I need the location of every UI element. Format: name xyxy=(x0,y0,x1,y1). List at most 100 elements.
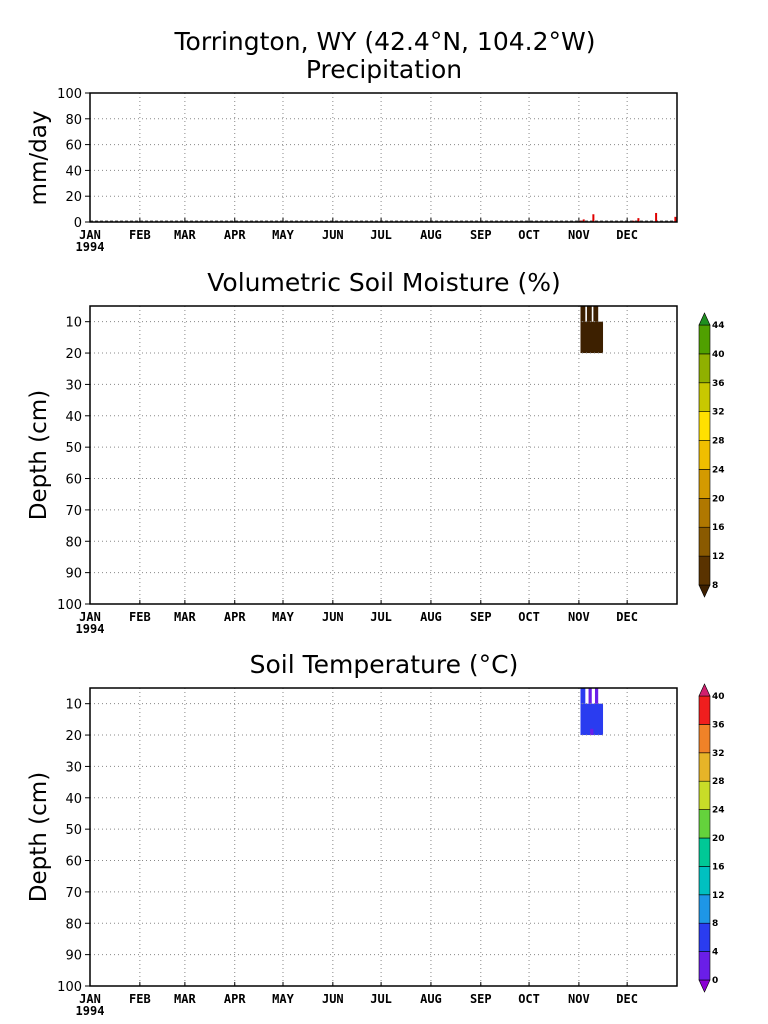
precip-ytick-label: 80 xyxy=(65,113,82,128)
precip-month-label: AUG xyxy=(420,228,442,242)
moisture-ytick-label: 20 xyxy=(65,347,82,362)
moisture-colorbar-label: 36 xyxy=(712,379,725,389)
temperature-ytick-label: 30 xyxy=(65,760,82,775)
moisture-frame xyxy=(89,305,678,605)
temperature-colorbar-label: 24 xyxy=(712,806,725,816)
temperature-colorbar-swatch xyxy=(698,951,711,981)
temperature-colorbar-arrow xyxy=(698,683,711,697)
moisture-ytick-label: 10 xyxy=(65,316,82,331)
moisture-ytick-label: 80 xyxy=(65,535,82,550)
moisture-month-label: OCT xyxy=(518,610,540,624)
precip-month-label: JUN xyxy=(322,228,344,242)
temperature-colorbar-swatch xyxy=(698,809,711,839)
precip-year-label: 1994 xyxy=(76,240,105,254)
moisture-month-label: SEP xyxy=(470,610,492,624)
precip-frame xyxy=(89,92,678,223)
temperature-colorbar-swatch xyxy=(698,837,711,867)
moisture-month-label: FEB xyxy=(129,610,151,624)
precip-panel: 0 20 40 60 80 100 JAN FEB MAR APR MAY JUN JUL AUG SEP O… xyxy=(57,87,678,254)
temperature-month-label: NOV xyxy=(568,992,590,1006)
precip-ytick-label: 40 xyxy=(65,164,82,179)
temperature-colorbar-swatch xyxy=(698,780,711,810)
precip-ylabel: mm/day xyxy=(26,111,52,206)
temperature-frame xyxy=(89,687,678,987)
moisture-month-label: NOV xyxy=(568,610,590,624)
precip-ytick-label: 20 xyxy=(65,190,82,205)
temperature-title: Soil Temperature (°C) xyxy=(250,650,519,679)
moisture-ytick-label: 60 xyxy=(65,473,82,488)
precip-month-label: JAN xyxy=(79,228,101,242)
temperature-colorbar-label: 12 xyxy=(712,891,725,901)
moisture-month-label: JAN xyxy=(79,610,101,624)
precip-month-label: NOV xyxy=(568,228,590,242)
temperature-month-label: APR xyxy=(224,992,246,1006)
moisture-cell xyxy=(593,306,599,322)
moisture-colorbar-swatch xyxy=(698,382,711,412)
moisture-colorbar-label: 8 xyxy=(712,581,718,591)
moisture-month-label: DEC xyxy=(616,610,638,624)
moisture-title: Volumetric Soil Moisture (%) xyxy=(207,268,561,297)
precip-bar xyxy=(655,212,658,222)
temperature-colorbar-label: 28 xyxy=(712,777,725,787)
moisture-cell xyxy=(580,306,586,322)
temperature-ytick-label: 100 xyxy=(57,980,82,995)
moisture-colorbar-label: 28 xyxy=(712,437,725,447)
precip-bar xyxy=(637,218,640,222)
temperature-colorbar-label: 32 xyxy=(712,749,725,759)
temperature-ytick-label: 20 xyxy=(65,729,82,744)
precip-month-label: SEP xyxy=(470,228,492,242)
temperature-cell xyxy=(594,688,599,704)
temperature-month-label: SEP xyxy=(470,992,492,1006)
moisture-month-label: JUL xyxy=(370,610,392,624)
temperature-year-label: 1994 xyxy=(76,1004,105,1018)
moisture-ytick-label: 70 xyxy=(65,504,82,519)
temperature-month-label: AUG xyxy=(420,992,442,1006)
precip-bar xyxy=(592,214,595,222)
temperature-ytick-label: 60 xyxy=(65,855,82,870)
moisture-ytick-label: 50 xyxy=(65,441,82,456)
precip-bar xyxy=(582,219,585,222)
temperature-month-label: MAR xyxy=(174,992,196,1006)
moisture-ytick-label: 90 xyxy=(65,567,82,582)
temperature-cell xyxy=(588,688,592,704)
moisture-colorbar-swatch xyxy=(698,440,711,470)
moisture-month-label: JUN xyxy=(322,610,344,624)
temperature-colorbar-label: 40 xyxy=(712,692,725,702)
moisture-colorbar-swatch xyxy=(698,526,711,557)
temperature-colorbar-swatch xyxy=(698,695,711,725)
temperature-ytick-label: 80 xyxy=(65,917,82,932)
temperature-colorbar-label: 36 xyxy=(712,720,725,730)
temperature-ylabel: Depth (cm) xyxy=(26,772,52,902)
moisture-colorbar-label: 20 xyxy=(712,494,725,504)
precip-bar xyxy=(674,216,677,222)
moisture-ytick-label: 30 xyxy=(65,378,82,393)
moisture-colorbar-label: 24 xyxy=(712,465,725,475)
temperature-month-label: JAN xyxy=(79,992,101,1006)
temperature-cell xyxy=(580,703,604,736)
moisture-ytick-label: 100 xyxy=(57,598,82,613)
moisture-colorbar-swatch xyxy=(698,353,711,384)
moisture-ytick-label: 40 xyxy=(65,410,82,425)
temperature-colorbar-label: 16 xyxy=(712,862,725,872)
moisture-month-label: AUG xyxy=(420,610,442,624)
moisture-colorbar-swatch xyxy=(698,498,711,528)
precip-ytick-label: 0 xyxy=(74,216,82,231)
precip-ytick-label: 60 xyxy=(65,139,82,154)
temperature-ytick-label: 10 xyxy=(65,698,82,713)
page-title: Torrington, WY (42.4°N, 104.2°W) xyxy=(174,27,596,56)
temperature-colorbar-arrow xyxy=(698,979,711,993)
precip-month-label: APR xyxy=(224,228,246,242)
moisture-colorbar-arrow xyxy=(698,584,711,598)
moisture-cell xyxy=(580,321,604,354)
temperature-ytick-label: 40 xyxy=(65,792,82,807)
temperature-cell xyxy=(580,688,586,704)
moisture-colorbar-swatch xyxy=(698,324,711,355)
moisture-colorbar-swatch xyxy=(698,555,711,586)
moisture-colorbar-label: 16 xyxy=(712,523,725,533)
temperature-colorbar-swatch xyxy=(698,752,711,782)
temperature-colorbar-swatch xyxy=(698,922,711,952)
precip-title: Precipitation xyxy=(306,55,462,84)
moisture-year-label: 1994 xyxy=(76,622,105,636)
